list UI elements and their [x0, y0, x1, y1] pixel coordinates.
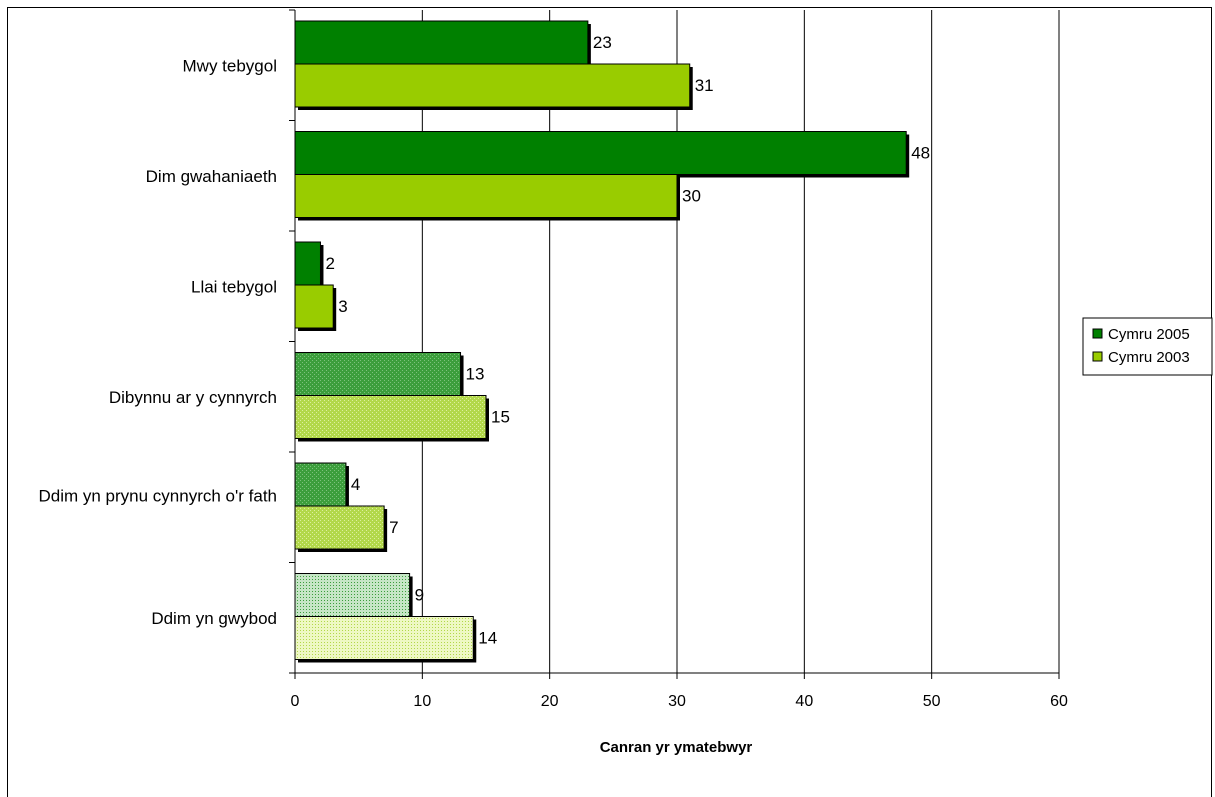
legend-label-series-2: Cymru 2003	[1108, 349, 1190, 366]
data-label: 15	[491, 408, 510, 427]
data-label: 23	[593, 33, 612, 52]
data-label: 7	[389, 518, 398, 537]
chart-frame	[7, 7, 1212, 797]
legend: Cymru 2005 Cymru 2003	[1082, 317, 1213, 376]
data-label: 2	[325, 254, 334, 273]
category-label: Llai tebygol	[191, 277, 277, 296]
bar	[294, 352, 462, 396]
data-label: 48	[911, 144, 930, 163]
bar	[294, 573, 411, 617]
legend-swatch-series-1	[1092, 328, 1103, 339]
x-tick-label: 50	[923, 693, 941, 710]
bar	[294, 462, 347, 507]
bar	[294, 505, 385, 550]
bar	[294, 284, 334, 329]
category-label: Dim gwahaniaeth	[146, 167, 277, 186]
bar	[294, 63, 691, 108]
x-tick-label: 40	[795, 693, 813, 710]
bar	[294, 616, 474, 660]
data-label: 14	[478, 629, 497, 648]
data-label: 31	[695, 76, 714, 95]
category-label: Mwy tebygol	[183, 56, 277, 75]
data-label: 4	[351, 475, 360, 494]
data-label: 30	[682, 187, 701, 206]
grid-lines	[421, 10, 1060, 673]
x-tick-label: 60	[1050, 693, 1068, 710]
bar	[294, 241, 321, 286]
data-label: 3	[338, 297, 347, 316]
x-tick-label: 0	[291, 693, 300, 710]
category-label: Dibynnu ar y cynnyrch	[109, 388, 277, 407]
legend-label-series-1: Cymru 2005	[1108, 326, 1190, 343]
data-label: 13	[466, 365, 485, 384]
legend-swatch-series-2	[1092, 351, 1103, 362]
data-label: 9	[415, 586, 424, 605]
category-label: Ddim yn prynu cynnyrch o'r fath	[38, 486, 277, 505]
bar	[294, 20, 589, 65]
x-tick-label: 30	[668, 693, 686, 710]
bar	[294, 174, 678, 218]
category-label: Ddim yn gwybod	[151, 609, 277, 628]
x-tick-label: 10	[413, 693, 431, 710]
x-tick-label: 20	[541, 693, 559, 710]
bar	[294, 395, 487, 439]
x-axis-title: Canran yr ymatebwyr	[600, 739, 753, 756]
axes: 0 10 20 30 40 50 60 Mwy tebygol Dim gwahaniaeth L…	[38, 9, 1068, 710]
legend-box	[1082, 317, 1213, 376]
bar	[294, 131, 907, 175]
